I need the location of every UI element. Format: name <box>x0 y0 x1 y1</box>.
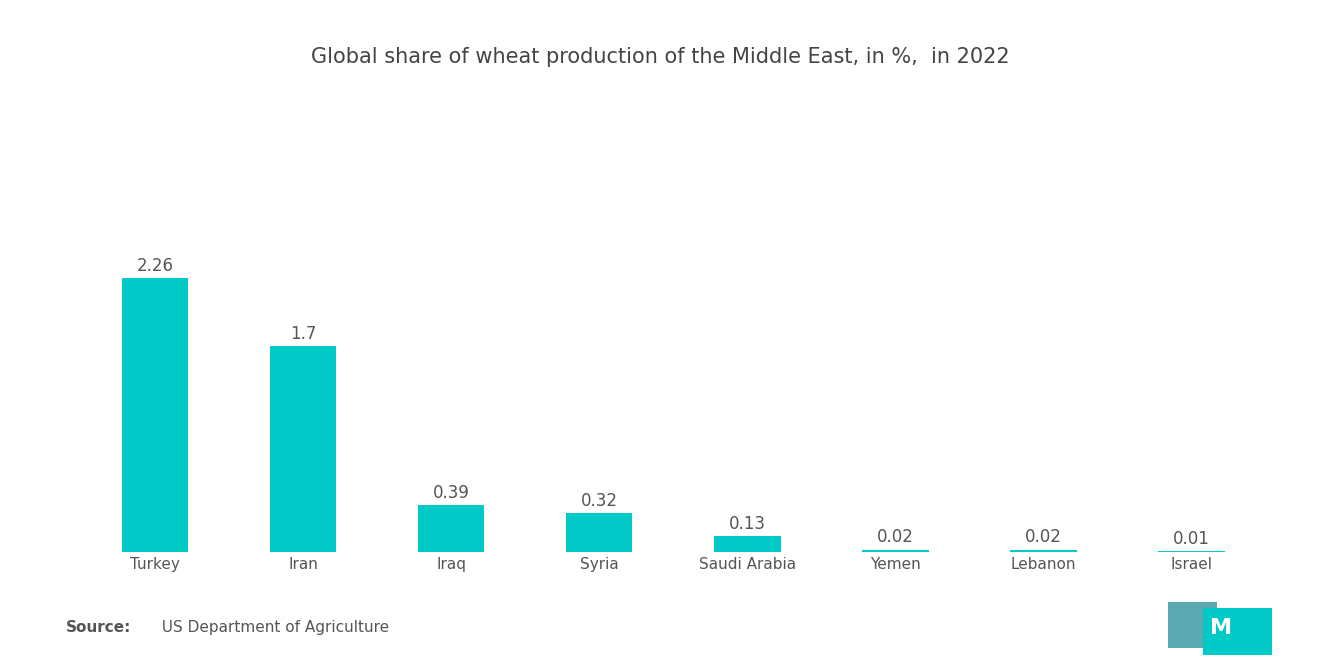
Bar <box>862 549 929 552</box>
Bar <box>417 505 484 552</box>
Text: 0.32: 0.32 <box>581 492 618 510</box>
Text: 0.01: 0.01 <box>1173 530 1210 548</box>
Text: M: M <box>1210 618 1232 638</box>
Text: 0.39: 0.39 <box>433 483 470 501</box>
Bar <box>1167 602 1217 648</box>
Bar <box>1203 608 1272 655</box>
Text: 0.02: 0.02 <box>1026 529 1061 547</box>
Text: 1.7: 1.7 <box>290 325 317 342</box>
Bar <box>1158 551 1225 552</box>
Text: 2.26: 2.26 <box>136 257 173 275</box>
Text: Global share of wheat production of the Middle East, in %,  in 2022: Global share of wheat production of the … <box>310 47 1010 66</box>
Bar <box>1010 549 1077 552</box>
Bar <box>269 346 337 552</box>
Bar <box>714 536 780 552</box>
Bar <box>566 513 632 552</box>
Text: Source:: Source: <box>66 620 132 635</box>
Text: US Department of Agriculture: US Department of Agriculture <box>152 620 389 635</box>
Bar <box>121 278 189 552</box>
Text: 0.13: 0.13 <box>729 515 766 533</box>
Text: 0.02: 0.02 <box>876 529 913 547</box>
